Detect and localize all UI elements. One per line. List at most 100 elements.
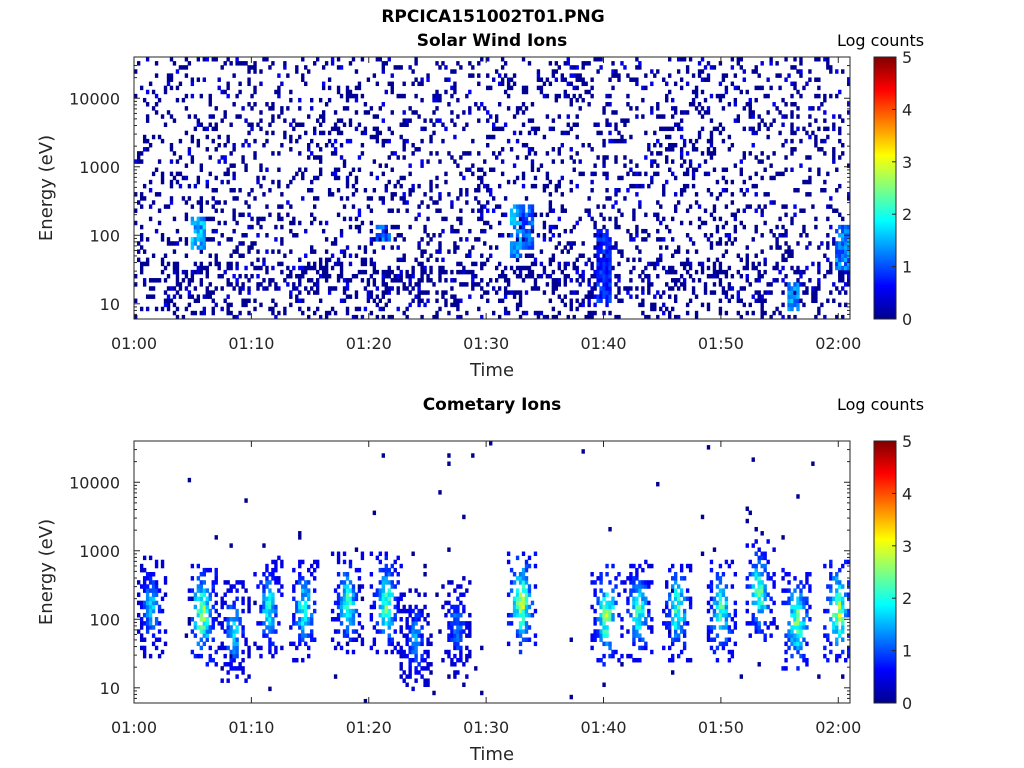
heatmap-cell: [220, 621, 224, 626]
heatmap-cell: [644, 314, 648, 320]
heatmap-cell: [342, 216, 347, 222]
heatmap-cell: [506, 592, 511, 597]
heatmap-cell: [673, 572, 678, 577]
heatmap-cell: [793, 290, 797, 295]
heatmap-cell: [134, 220, 138, 226]
heatmap-cell: [629, 167, 633, 173]
heatmap-cell: [599, 130, 603, 136]
heatmap-cell: [682, 617, 687, 622]
heatmap-cell: [459, 269, 463, 275]
heatmap-cell: [175, 290, 180, 295]
heatmap-cell: [530, 102, 535, 107]
heatmap-cell: [799, 580, 803, 585]
heatmap-cell: [390, 269, 394, 275]
heatmap-cell: [193, 592, 198, 597]
heatmap-cell: [566, 122, 570, 127]
heatmap-cell: [342, 290, 347, 295]
heatmap-cell: [715, 126, 720, 132]
heatmap-cell: [298, 122, 302, 127]
heatmap-cell: [163, 576, 168, 581]
heatmap-cell: [387, 81, 391, 87]
heatmap-cell: [724, 89, 729, 95]
heatmap-cell: [578, 273, 582, 279]
heatmap-cell: [718, 122, 723, 127]
heatmap-cell: [802, 85, 806, 91]
heatmap-cell: [345, 617, 350, 622]
heatmap-cell: [515, 596, 520, 602]
heatmap-cell: [184, 237, 189, 242]
heatmap-cell: [617, 592, 621, 597]
heatmap-cell: [396, 265, 400, 271]
heatmap-cell: [438, 269, 442, 275]
heatmap-cell: [202, 604, 206, 610]
heatmap-cell: [360, 637, 365, 642]
heatmap-cell: [405, 637, 409, 642]
heatmap-cell: [763, 567, 767, 573]
heatmap-cell: [709, 617, 714, 622]
heatmap-cell: [733, 572, 738, 577]
heatmap-cell: [641, 604, 645, 610]
heatmap-cell: [793, 81, 797, 87]
heatmap-cell: [796, 269, 800, 275]
heatmap-cell: [751, 457, 755, 462]
heatmap-cell: [602, 261, 606, 267]
heatmap-cell: [232, 641, 236, 647]
heatmap-cell: [679, 118, 684, 123]
heatmap-cell: [417, 298, 421, 304]
heatmap-cell: [557, 183, 562, 189]
heatmap-cell: [369, 220, 374, 226]
heatmap-cell: [790, 290, 794, 295]
heatmap-cell: [232, 249, 236, 254]
heatmap-cell: [175, 171, 180, 177]
heatmap-cell: [557, 65, 562, 70]
heatmap-cell: [447, 633, 451, 638]
heatmap-cell: [483, 106, 487, 111]
heatmap-cell: [229, 633, 233, 638]
heatmap-cell: [751, 600, 755, 606]
heatmap-cell: [289, 249, 293, 254]
heatmap-cell: [697, 110, 702, 115]
heatmap-cell: [829, 572, 833, 577]
heatmap-cell: [459, 216, 463, 222]
heatmap-cell: [614, 294, 618, 299]
heatmap-cell: [139, 567, 144, 573]
heatmap-cell: [229, 282, 233, 287]
heatmap-cell: [554, 278, 559, 283]
heatmap-cell: [769, 314, 773, 320]
heatmap-cell: [685, 171, 690, 177]
heatmap-cell: [593, 286, 597, 291]
heatmap-cell: [292, 617, 296, 622]
heatmap-cell: [348, 621, 353, 626]
heatmap-cell: [444, 278, 448, 283]
heatmap-cell: [298, 273, 302, 279]
heatmap-cell: [802, 625, 806, 630]
heatmap-cell: [211, 637, 215, 642]
heatmap-cell: [835, 249, 839, 254]
heatmap-cell: [295, 138, 299, 144]
heatmap-cell: [462, 269, 466, 275]
heatmap-cell: [447, 600, 451, 606]
heatmap-cell: [820, 147, 824, 152]
heatmap-cell: [575, 290, 579, 295]
heatmap-cell: [671, 576, 675, 581]
heatmap-cell: [342, 286, 347, 291]
heatmap-cell: [506, 77, 511, 82]
heatmap-cell: [656, 237, 660, 242]
heatmap-cell: [793, 57, 797, 62]
heatmap-cell: [321, 114, 326, 119]
heatmap-cell: [527, 584, 532, 589]
heatmap-cell: [724, 596, 729, 602]
heatmap-cell: [271, 310, 275, 316]
heatmap-cell: [384, 555, 388, 561]
heatmap-cell: [575, 257, 579, 263]
heatmap-cell: [521, 596, 526, 602]
heatmap-cell: [518, 212, 523, 218]
heatmap-cell: [160, 608, 165, 614]
heatmap-cell: [632, 657, 636, 663]
heatmap-cell: [253, 65, 257, 70]
heatmap-cell: [435, 93, 439, 99]
heatmap-cell: [551, 224, 556, 230]
heatmap-cell: [632, 588, 636, 593]
heatmap-cell: [402, 175, 406, 181]
heatmap-cell: [438, 118, 442, 123]
